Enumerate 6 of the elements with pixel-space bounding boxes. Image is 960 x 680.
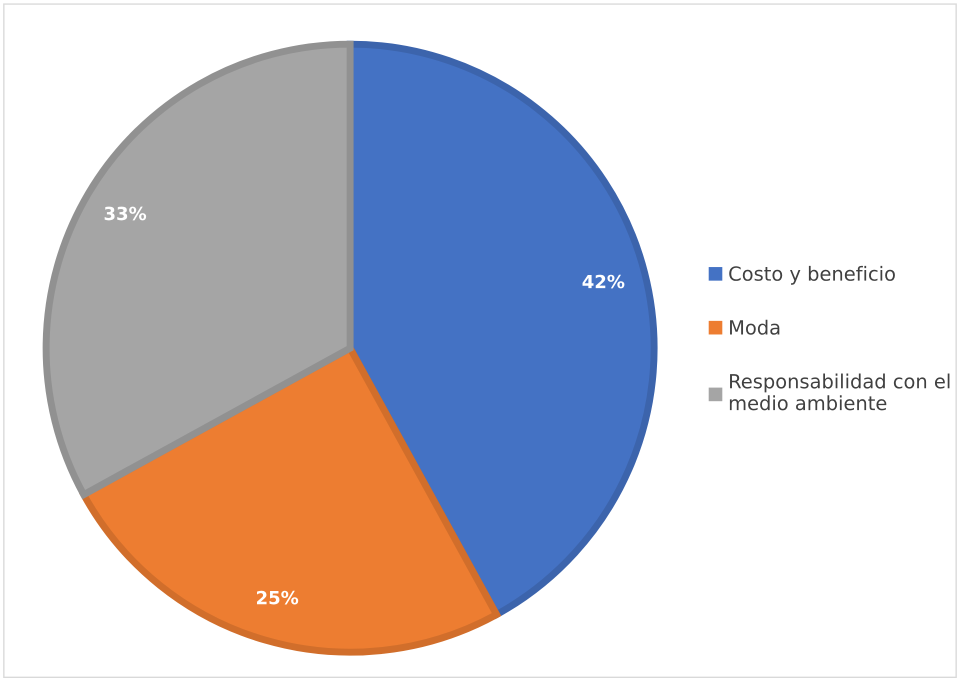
legend-label: Moda — [730, 320, 780, 335]
data-label: 42% — [582, 274, 624, 288]
legend-label: Costo y beneficio — [729, 266, 895, 285]
data-label: 25% — [256, 590, 298, 604]
legend-label: Responsabilidad con el medio ambiente — [730, 374, 950, 410]
data-label: 33% — [104, 206, 146, 220]
